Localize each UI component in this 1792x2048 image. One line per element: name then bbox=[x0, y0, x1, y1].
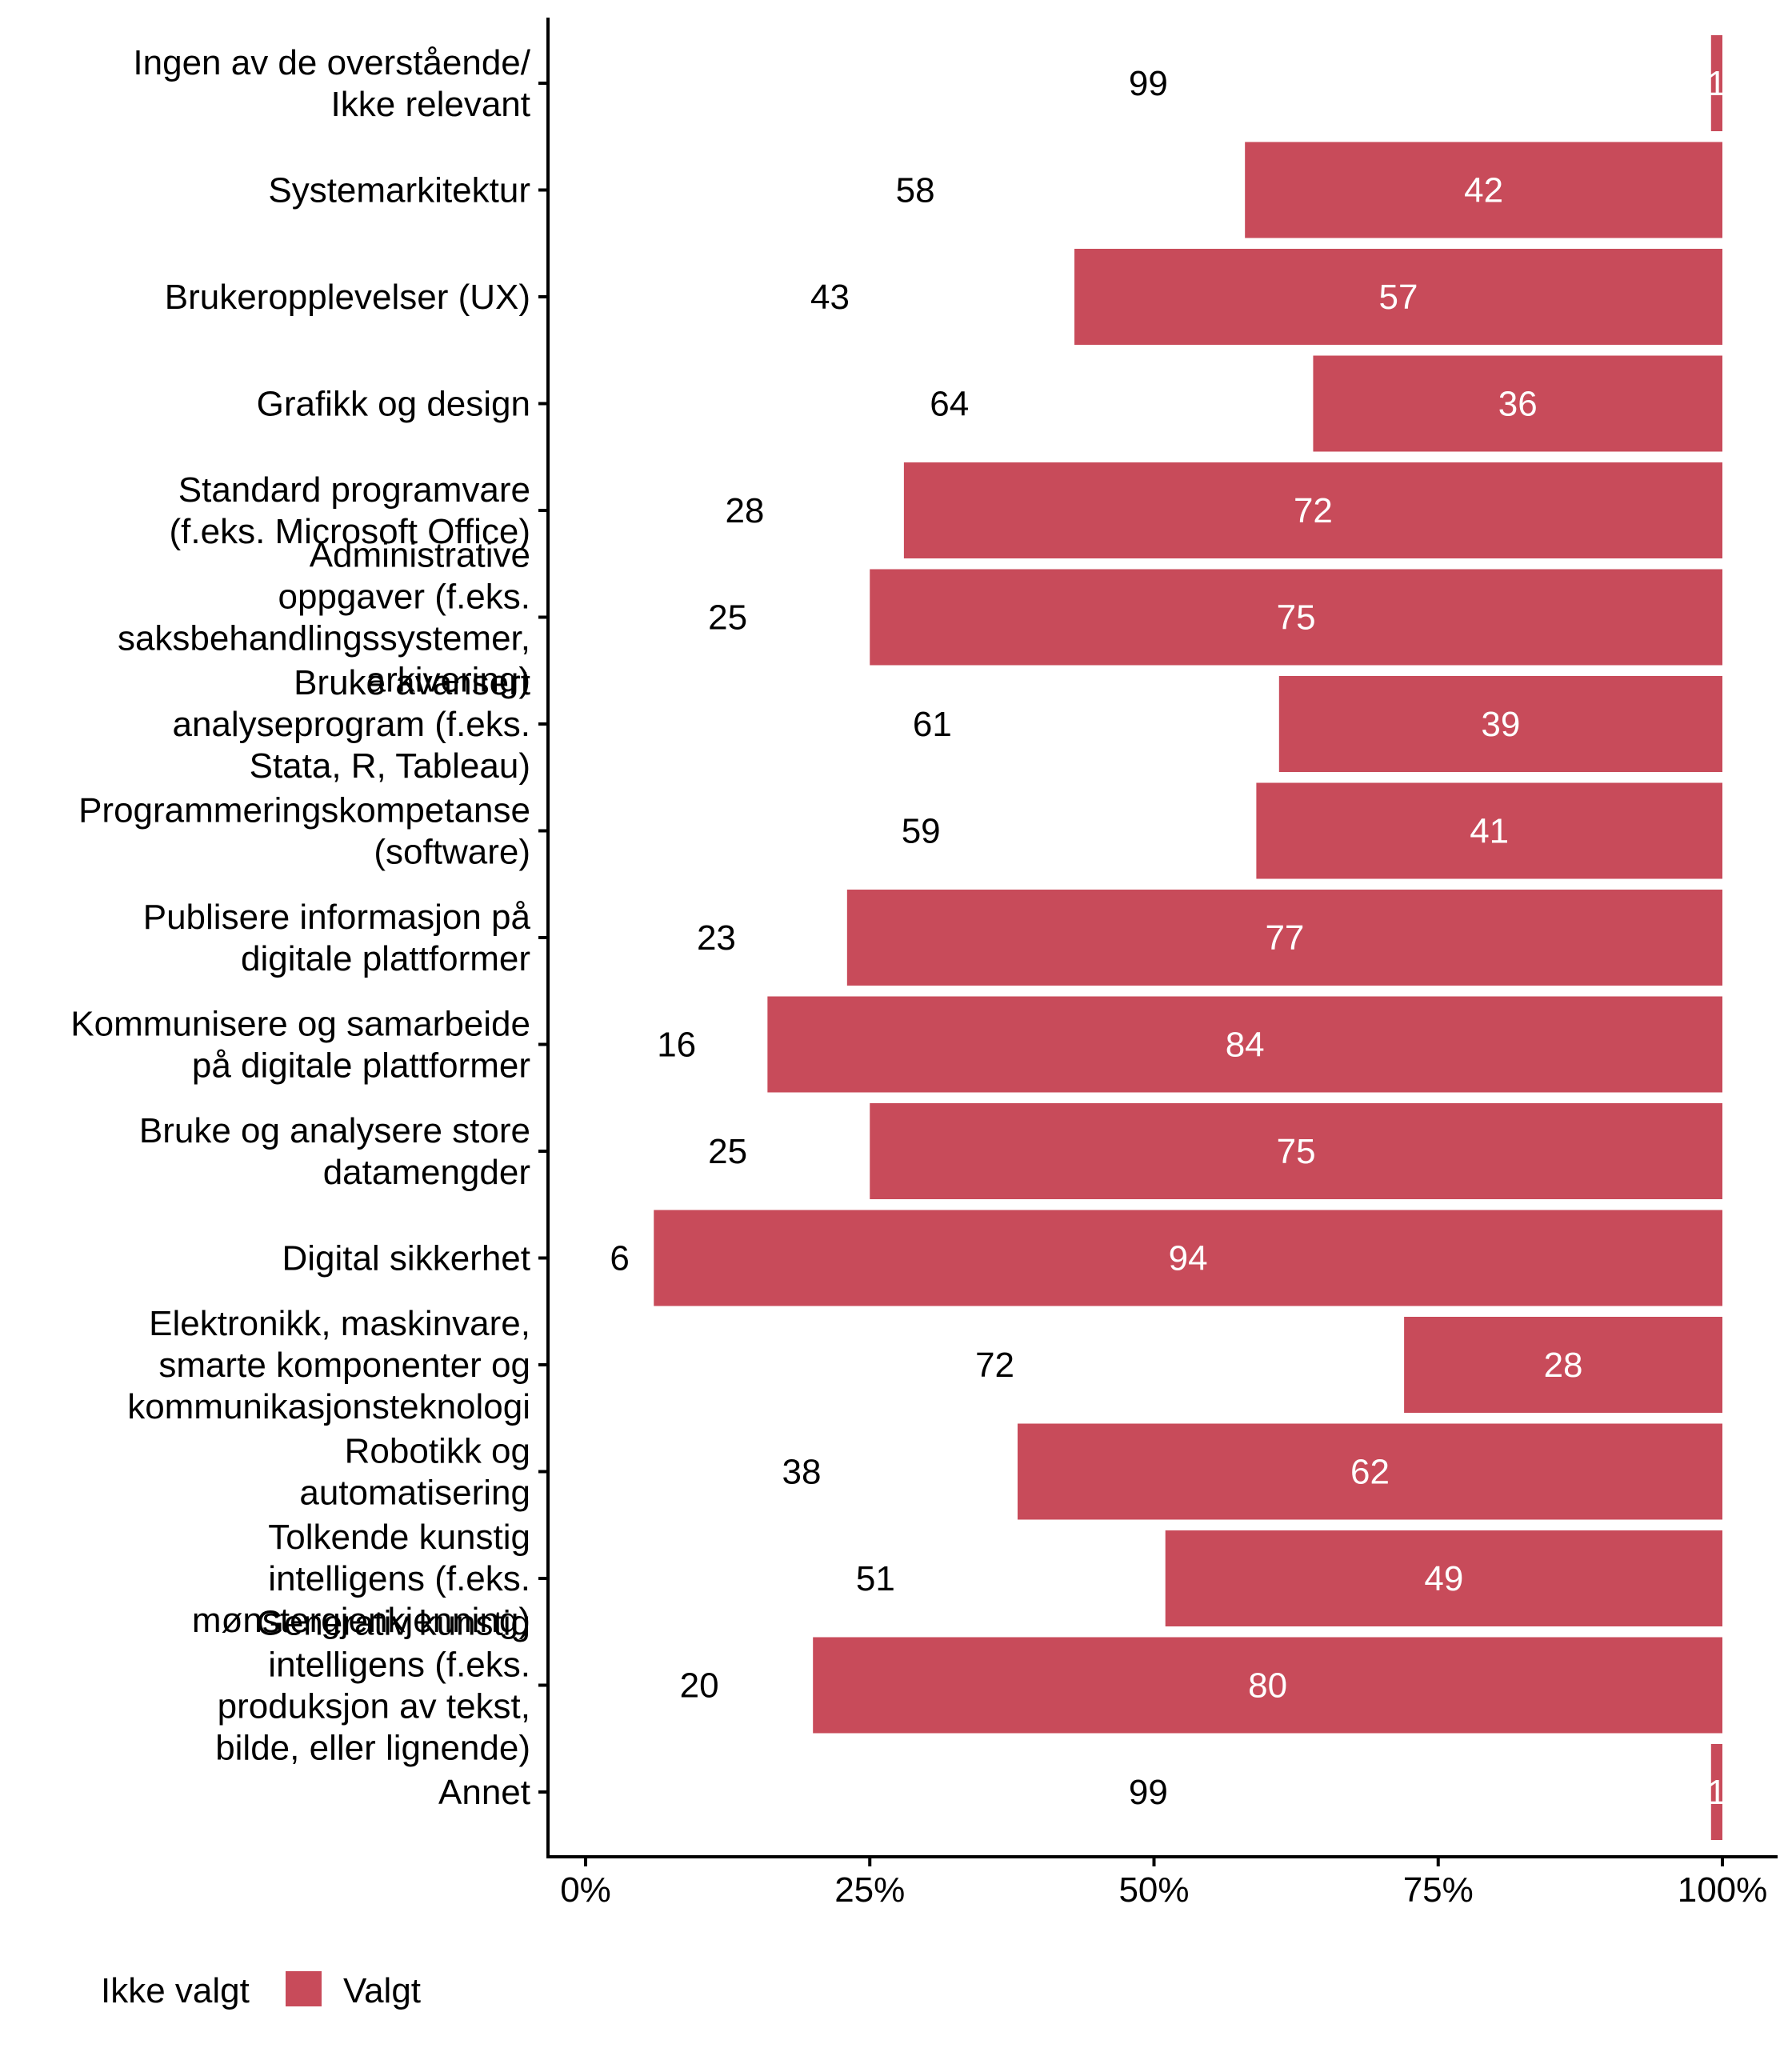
bar-valgt bbox=[870, 569, 1722, 666]
category-label: Programmeringskompetanse (software) bbox=[78, 791, 530, 872]
data-label-ikke-valgt: 6 bbox=[610, 1239, 629, 1278]
bar-ikke-valgt bbox=[586, 142, 1246, 238]
category-label: Publisere informasjon på digitale plattfo… bbox=[143, 898, 531, 978]
bar-ikke-valgt bbox=[586, 462, 904, 558]
category-label: Ingen av de overstående/Ikke relevant bbox=[133, 43, 530, 124]
legend-label-valgt: Valgt bbox=[343, 1971, 421, 2010]
legend-swatch-valgt bbox=[286, 1971, 322, 2006]
bar-valgt bbox=[903, 462, 1722, 558]
x-tick-label: 50% bbox=[1118, 1870, 1189, 1910]
bar-valgt bbox=[767, 996, 1722, 1093]
category-label: Bruke avansert analyseprogram (f.eks. Stat… bbox=[172, 663, 530, 786]
bar-ikke-valgt bbox=[586, 1423, 1018, 1520]
data-label-ikke-valgt: 20 bbox=[680, 1666, 719, 1706]
data-label-ikke-valgt: 51 bbox=[856, 1559, 895, 1598]
data-label-valgt: 1 bbox=[1707, 1773, 1726, 1812]
bar-ikke-valgt bbox=[586, 996, 768, 1093]
bar-valgt bbox=[1710, 1744, 1722, 1840]
legend: Ikke valgt Valgt bbox=[101, 1971, 421, 2010]
bar-valgt bbox=[1074, 249, 1722, 345]
data-label-ikke-valgt: 99 bbox=[1129, 64, 1168, 103]
x-tick-label: 0% bbox=[560, 1870, 611, 1910]
bar-valgt bbox=[1404, 1317, 1722, 1413]
category-label: Annet bbox=[438, 1773, 530, 1812]
data-label-valgt: 41 bbox=[1470, 812, 1509, 851]
bar-valgt bbox=[1245, 142, 1722, 238]
bar-ikke-valgt bbox=[586, 249, 1075, 345]
category-label: Bruke og analysere store datamengder bbox=[139, 1111, 530, 1192]
legend-label-ikke-valgt: Ikke valgt bbox=[101, 1971, 250, 2010]
bar-valgt bbox=[1256, 782, 1722, 879]
data-label-valgt: 28 bbox=[1544, 1346, 1583, 1385]
category-label: Digital sikkerhet bbox=[282, 1239, 530, 1278]
category-label: Elektronikk, maskinvare, smarte komponent… bbox=[127, 1304, 530, 1426]
data-label-valgt: 77 bbox=[1265, 918, 1304, 958]
data-label-valgt: 62 bbox=[1350, 1453, 1390, 1492]
bar-ikke-valgt bbox=[586, 890, 847, 986]
bar-ikke-valgt bbox=[586, 1210, 654, 1306]
data-label-ikke-valgt: 59 bbox=[902, 812, 941, 851]
data-label-valgt: 84 bbox=[1226, 1026, 1265, 1065]
bar-valgt bbox=[1165, 1530, 1722, 1626]
data-label-ikke-valgt: 58 bbox=[896, 171, 935, 210]
y-axis: Ingen av de overstående/Ikke relevant Sys… bbox=[70, 18, 550, 1858]
data-label-ikke-valgt: 28 bbox=[725, 491, 764, 530]
x-tick-label: 100% bbox=[1678, 1870, 1768, 1910]
data-label-valgt: 75 bbox=[1277, 1132, 1316, 1171]
bar-valgt bbox=[846, 890, 1722, 986]
data-label-ikke-valgt: 64 bbox=[930, 385, 969, 424]
bar-ikke-valgt bbox=[586, 782, 1257, 879]
bar-valgt bbox=[870, 1103, 1722, 1199]
data-label-ikke-valgt: 23 bbox=[697, 918, 736, 958]
data-label-valgt: 1 bbox=[1707, 64, 1726, 103]
data-label-ikke-valgt: 16 bbox=[657, 1026, 696, 1065]
category-label: Robotikk og automatisering bbox=[299, 1432, 530, 1513]
category-label: Kommunisere og samarbeide på digitale pla… bbox=[70, 1005, 530, 1086]
x-tick-label: 25% bbox=[834, 1870, 905, 1910]
data-label-ikke-valgt: 61 bbox=[913, 705, 952, 744]
bar-valgt bbox=[1017, 1423, 1722, 1520]
x-tick-label: 75% bbox=[1403, 1870, 1474, 1910]
data-label-ikke-valgt: 99 bbox=[1129, 1773, 1168, 1812]
bar-ikke-valgt bbox=[586, 1530, 1166, 1626]
data-label-valgt: 42 bbox=[1464, 171, 1503, 210]
bar-ikke-valgt bbox=[586, 569, 870, 666]
data-label-valgt: 94 bbox=[1169, 1239, 1208, 1278]
bar-ikke-valgt bbox=[586, 1637, 814, 1734]
data-label-valgt: 49 bbox=[1424, 1559, 1463, 1598]
data-label-ikke-valgt: 43 bbox=[810, 278, 850, 317]
bar-valgt bbox=[654, 1210, 1722, 1306]
bar-ikke-valgt bbox=[586, 676, 1279, 772]
data-label-valgt: 75 bbox=[1277, 598, 1316, 638]
data-label-valgt: 72 bbox=[1294, 491, 1333, 530]
category-label: Grafikk og design bbox=[257, 385, 530, 424]
bar-ikke-valgt bbox=[586, 1317, 1405, 1413]
category-label: Brukeropplevelser (UX) bbox=[165, 278, 530, 317]
bar-valgt bbox=[1710, 35, 1722, 131]
bars-layer bbox=[586, 35, 1723, 1840]
x-axis: 0% 25% 50% 75% 100% bbox=[546, 1855, 1778, 1910]
data-label-ikke-valgt: 25 bbox=[708, 598, 747, 638]
category-label: Generativ kunstig intelligens (f.eks. prod… bbox=[215, 1604, 530, 1768]
data-label-valgt: 36 bbox=[1498, 385, 1538, 424]
data-label-ikke-valgt: 72 bbox=[975, 1346, 1014, 1385]
bar-valgt bbox=[1313, 355, 1722, 452]
data-label-valgt: 39 bbox=[1481, 705, 1520, 744]
bar-valgt bbox=[1278, 676, 1722, 772]
bar-valgt bbox=[813, 1637, 1723, 1734]
bar-ikke-valgt bbox=[586, 1744, 1711, 1840]
data-label-valgt: 80 bbox=[1248, 1666, 1287, 1706]
data-label-ikke-valgt: 25 bbox=[708, 1132, 747, 1171]
category-label: Systemarkitektur bbox=[268, 171, 530, 210]
category-label: Standard programvare (f.eks. Microsoft Of… bbox=[170, 470, 531, 551]
data-label-ikke-valgt: 38 bbox=[782, 1453, 822, 1492]
bar-ikke-valgt bbox=[586, 35, 1711, 131]
category-label: Tolkende kunstig intelligens (f.eks. mønst… bbox=[192, 1518, 530, 1640]
data-label-valgt: 57 bbox=[1379, 278, 1418, 317]
bar-ikke-valgt bbox=[586, 355, 1314, 452]
category-label: Administrative oppgaver (f.eks. saksbehand… bbox=[118, 536, 530, 700]
bar-ikke-valgt bbox=[586, 1103, 870, 1199]
